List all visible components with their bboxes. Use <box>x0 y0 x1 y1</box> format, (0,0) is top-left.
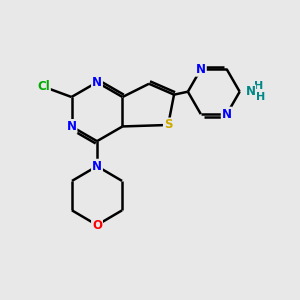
Text: N: N <box>246 85 256 98</box>
Text: N: N <box>92 160 102 173</box>
Text: S: S <box>164 118 172 131</box>
Text: N: N <box>67 120 76 133</box>
Text: N: N <box>196 63 206 76</box>
Text: H: H <box>256 92 265 102</box>
Text: N: N <box>222 108 232 121</box>
Text: H: H <box>254 81 263 92</box>
Text: Cl: Cl <box>37 80 50 93</box>
Text: N: N <box>92 76 102 89</box>
Text: O: O <box>92 219 102 232</box>
